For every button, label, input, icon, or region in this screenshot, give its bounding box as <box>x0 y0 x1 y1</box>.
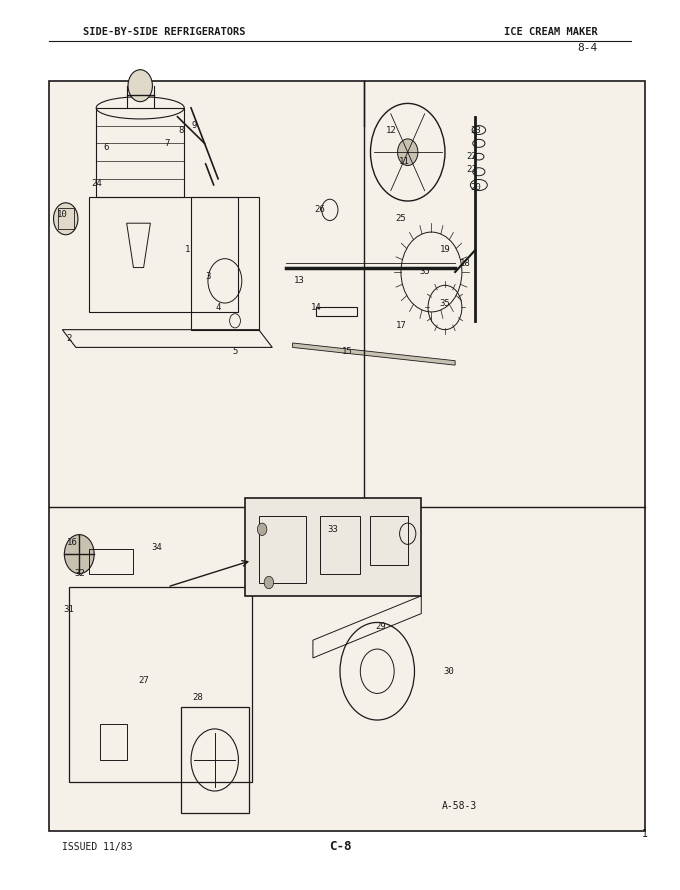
Text: A-58-3: A-58-3 <box>441 801 477 811</box>
Text: 16: 16 <box>67 538 78 547</box>
Text: 32: 32 <box>74 569 84 578</box>
Text: 24: 24 <box>91 179 101 188</box>
Text: 14: 14 <box>311 303 322 312</box>
Circle shape <box>264 577 273 588</box>
Bar <box>371 516 408 565</box>
Text: 10: 10 <box>57 210 68 219</box>
Text: 3: 3 <box>205 272 211 281</box>
Text: 2: 2 <box>67 334 72 343</box>
Text: 5: 5 <box>233 347 238 356</box>
Bar <box>99 724 126 760</box>
Text: 17: 17 <box>396 320 407 329</box>
Text: 18: 18 <box>460 259 471 268</box>
Circle shape <box>128 69 152 101</box>
Text: ISSUED 11/83: ISSUED 11/83 <box>63 842 133 852</box>
Text: 20: 20 <box>470 183 481 192</box>
Bar <box>69 587 252 782</box>
Text: 26: 26 <box>314 206 325 214</box>
Polygon shape <box>292 343 455 365</box>
Text: 6: 6 <box>103 143 109 152</box>
Text: 35: 35 <box>420 268 430 277</box>
Text: 4: 4 <box>216 303 221 312</box>
Text: 11: 11 <box>399 157 410 166</box>
Text: 35: 35 <box>439 298 450 308</box>
Text: 33: 33 <box>328 525 339 534</box>
Text: 8-4: 8-4 <box>577 43 597 53</box>
Bar <box>320 516 360 574</box>
Text: 25: 25 <box>396 214 407 223</box>
Circle shape <box>398 139 418 166</box>
Circle shape <box>54 203 78 235</box>
Text: 1: 1 <box>185 246 190 255</box>
Bar <box>191 197 258 329</box>
Text: SIDE-BY-SIDE REFRIGERATORS: SIDE-BY-SIDE REFRIGERATORS <box>83 28 245 37</box>
Text: 7: 7 <box>165 139 170 148</box>
Text: 12: 12 <box>386 125 396 134</box>
Circle shape <box>257 523 267 536</box>
Bar <box>58 208 74 230</box>
Bar <box>181 707 249 813</box>
Text: 15: 15 <box>341 347 352 356</box>
Text: 29: 29 <box>375 622 386 631</box>
Text: 19: 19 <box>439 246 450 255</box>
Text: ICE CREAM MAKER: ICE CREAM MAKER <box>504 28 597 37</box>
Bar <box>90 549 133 574</box>
Text: 22: 22 <box>466 152 477 161</box>
Text: 21: 21 <box>466 166 477 174</box>
Text: 28: 28 <box>192 693 203 702</box>
Text: 1: 1 <box>642 829 648 838</box>
Bar <box>245 498 422 595</box>
Circle shape <box>65 535 94 574</box>
Text: 30: 30 <box>443 667 454 676</box>
Text: C-8: C-8 <box>328 840 352 854</box>
Text: 13: 13 <box>294 277 305 286</box>
Bar <box>258 516 306 583</box>
Text: 27: 27 <box>138 676 149 684</box>
Bar <box>49 81 645 831</box>
Text: 9: 9 <box>192 121 197 130</box>
Text: 8: 8 <box>178 125 184 134</box>
Text: 34: 34 <box>152 543 163 552</box>
Text: 31: 31 <box>64 604 75 613</box>
Text: 23: 23 <box>470 125 481 134</box>
